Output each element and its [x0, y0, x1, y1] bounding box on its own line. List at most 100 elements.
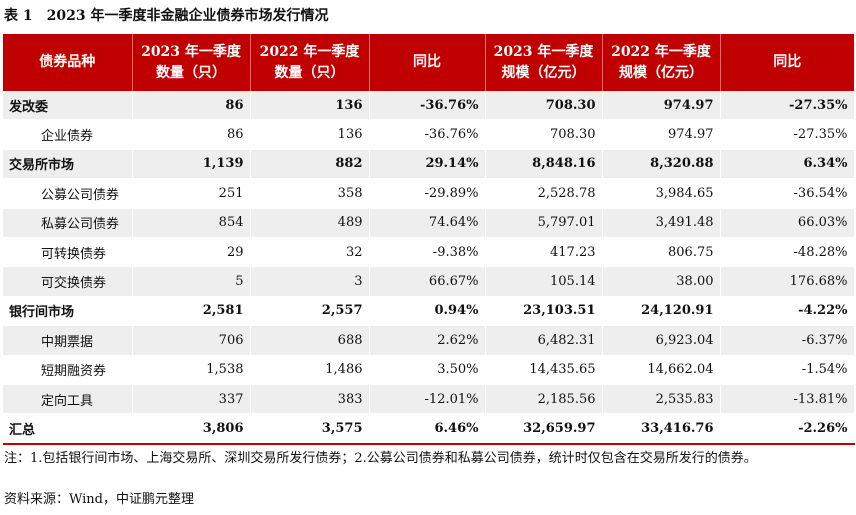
- table-cell: -36.54%: [720, 178, 855, 209]
- table-cell: 383: [250, 384, 370, 415]
- table-cell: 2,528.78: [485, 178, 603, 209]
- row-label-cell: 短期融资券: [3, 355, 133, 385]
- row-label-cell: 汇总: [3, 413, 133, 445]
- table-cell: -36.76%: [369, 119, 486, 150]
- column-header: 2022 年一季度 数量（只）: [250, 34, 370, 91]
- table-cell: 854: [132, 208, 251, 238]
- row-label-cell: 私募公司债券: [3, 208, 133, 238]
- table-cell: 8,320.88: [602, 149, 721, 180]
- table-cell: -4.22%: [720, 296, 855, 327]
- table-cell: 24,120.91: [602, 296, 721, 327]
- table-row-group: 汇总 3,806 3,575 6.46% 32,659.97 33,416.76 -2.26…: [3, 413, 855, 445]
- table-cell: 706: [132, 325, 251, 356]
- table-cell: 688: [250, 325, 370, 356]
- table-cell: 32: [250, 237, 370, 268]
- table-cell: 489: [250, 208, 370, 238]
- table-cell: -27.35%: [720, 91, 855, 121]
- table-cell: 3,806: [132, 413, 251, 445]
- column-header-line1: 债券品种: [39, 54, 96, 70]
- table-number: 表 1: [4, 8, 33, 24]
- row-label-cell: 交易所市场: [3, 149, 133, 180]
- table-cell: 251: [132, 178, 251, 209]
- table-cell: 974.97: [602, 119, 721, 150]
- column-header-line1: 同比: [413, 54, 441, 70]
- table-cell: -12.01%: [369, 384, 486, 415]
- table-cell: 974.97: [602, 91, 721, 121]
- table-cell: 136: [250, 91, 370, 121]
- table-row: 企业债券 86 136 -36.76% 708.30 974.97 -27.35%: [3, 119, 855, 150]
- row-label-cell: 中期票据: [3, 325, 133, 356]
- table-cell: 417.23: [485, 237, 603, 268]
- table-cell: -6.37%: [720, 325, 855, 356]
- table-cell: 66.67%: [369, 266, 486, 297]
- table-cell: 1,139: [132, 149, 251, 180]
- table-cell: 1,538: [132, 355, 251, 385]
- table-cell: -27.35%: [720, 119, 855, 150]
- column-header: 2023 年一季度 规模（亿元）: [485, 34, 603, 91]
- column-header-line1: 2023 年一季度: [141, 43, 241, 60]
- table-cell: 5: [132, 266, 251, 297]
- table-cell: 86: [132, 91, 251, 121]
- table-cell: 1,486: [250, 355, 370, 385]
- column-header: 同比: [720, 34, 854, 91]
- row-label-cell: 可转换债券: [3, 237, 133, 268]
- table-cell: 86: [132, 119, 251, 150]
- column-header: 同比: [369, 34, 486, 91]
- row-label-cell: 企业债券: [3, 119, 133, 150]
- table-cell: 6.34%: [720, 149, 855, 180]
- table-cell: 358: [250, 178, 370, 209]
- table-cell: 2.62%: [369, 325, 486, 356]
- table-cell: 3,575: [250, 413, 370, 445]
- table-cell: 136: [250, 119, 370, 150]
- table-header-row: 债券品种 2023 年一季度 数量（只） 2022 年一季度 数量（只） 同比 2023 年…: [3, 34, 854, 91]
- column-header-line1: 同比: [773, 54, 802, 70]
- column-header-line2: 数量（只）: [274, 64, 345, 81]
- table-row: 定向工具 337 383 -12.01% 2,185.56 2,535.83 -13.81%: [3, 384, 855, 415]
- table-cell: -13.81%: [720, 384, 855, 415]
- table-cell: -29.89%: [369, 178, 486, 209]
- table-row: 中期票据 706 688 2.62% 6,482.31 6,923.04 -6.37%: [3, 325, 855, 356]
- table-cell: 3.50%: [369, 355, 486, 385]
- table-cell: 708.30: [485, 119, 603, 150]
- column-header-line2: 数量（只）: [156, 64, 226, 81]
- table-cell: -1.54%: [720, 355, 855, 385]
- column-header-line2: 规模（亿元）: [501, 64, 586, 81]
- table-cell: 5,797.01: [485, 208, 603, 238]
- table-cell: 2,185.56: [485, 384, 603, 415]
- table-cell: 8,848.16: [485, 149, 603, 180]
- table-cell: 29: [132, 237, 251, 268]
- table-caption: 表 1 2023 年一季度非金融企业债券市场发行情况: [4, 4, 328, 28]
- table-row-group: 发改委 86 136 -36.76% 708.30 974.97 -27.35%: [3, 91, 855, 121]
- table-cell: 6,482.31: [485, 325, 603, 356]
- table-row-group: 交易所市场 1,139 882 29.14% 8,848.16 8,320.88 6.34%: [3, 149, 855, 180]
- table-row: 可转换债券 29 32 -9.38% 417.23 806.75 -48.28%: [3, 237, 855, 268]
- table-cell: 806.75: [602, 237, 721, 268]
- table-cell: -36.76%: [369, 91, 486, 121]
- table-cell: 2,535.83: [602, 384, 721, 415]
- table-cell: -2.26%: [720, 413, 855, 445]
- table-row-group: 银行间市场 2,581 2,557 0.94% 23,103.51 24,120.91 -4…: [3, 296, 855, 327]
- data-source: 资料来源：Wind，中证鹏元整理: [4, 492, 194, 507]
- table-cell: 176.68%: [720, 266, 855, 297]
- table-cell: 29.14%: [369, 149, 486, 180]
- table-cell: 33,416.76: [602, 413, 721, 445]
- table-cell: 23,103.51: [485, 296, 603, 327]
- table-row: 短期融资券 1,538 1,486 3.50% 14,435.65 14,662.04 -1…: [3, 355, 855, 385]
- table-title: 2023 年一季度非金融企业债券市场发行情况: [46, 8, 329, 24]
- table-cell: 2,581: [132, 296, 251, 327]
- table-cell: 66.03%: [720, 208, 855, 238]
- column-header: 2022 年一季度 规模（亿元）: [602, 34, 721, 91]
- table-body: 发改委 86 136 -36.76% 708.30 974.97 -27.35% 企业债券 86…: [3, 91, 855, 445]
- column-header-line1: 2022 年一季度: [259, 43, 360, 60]
- table-cell: 337: [132, 384, 251, 415]
- table-cell: 3,491.48: [602, 208, 721, 238]
- table-cell: 708.30: [485, 91, 603, 121]
- table-cell: 14,435.65: [485, 355, 603, 385]
- table-cell: 3: [250, 266, 370, 297]
- row-label-cell: 公募公司债券: [3, 178, 133, 209]
- column-header-line1: 2023 年一季度: [493, 43, 594, 60]
- table-cell: 14,662.04: [602, 355, 721, 385]
- column-header: 2023 年一季度 数量（只）: [132, 34, 251, 91]
- table-cell: 2,557: [250, 296, 370, 327]
- table-cell: -9.38%: [369, 237, 486, 268]
